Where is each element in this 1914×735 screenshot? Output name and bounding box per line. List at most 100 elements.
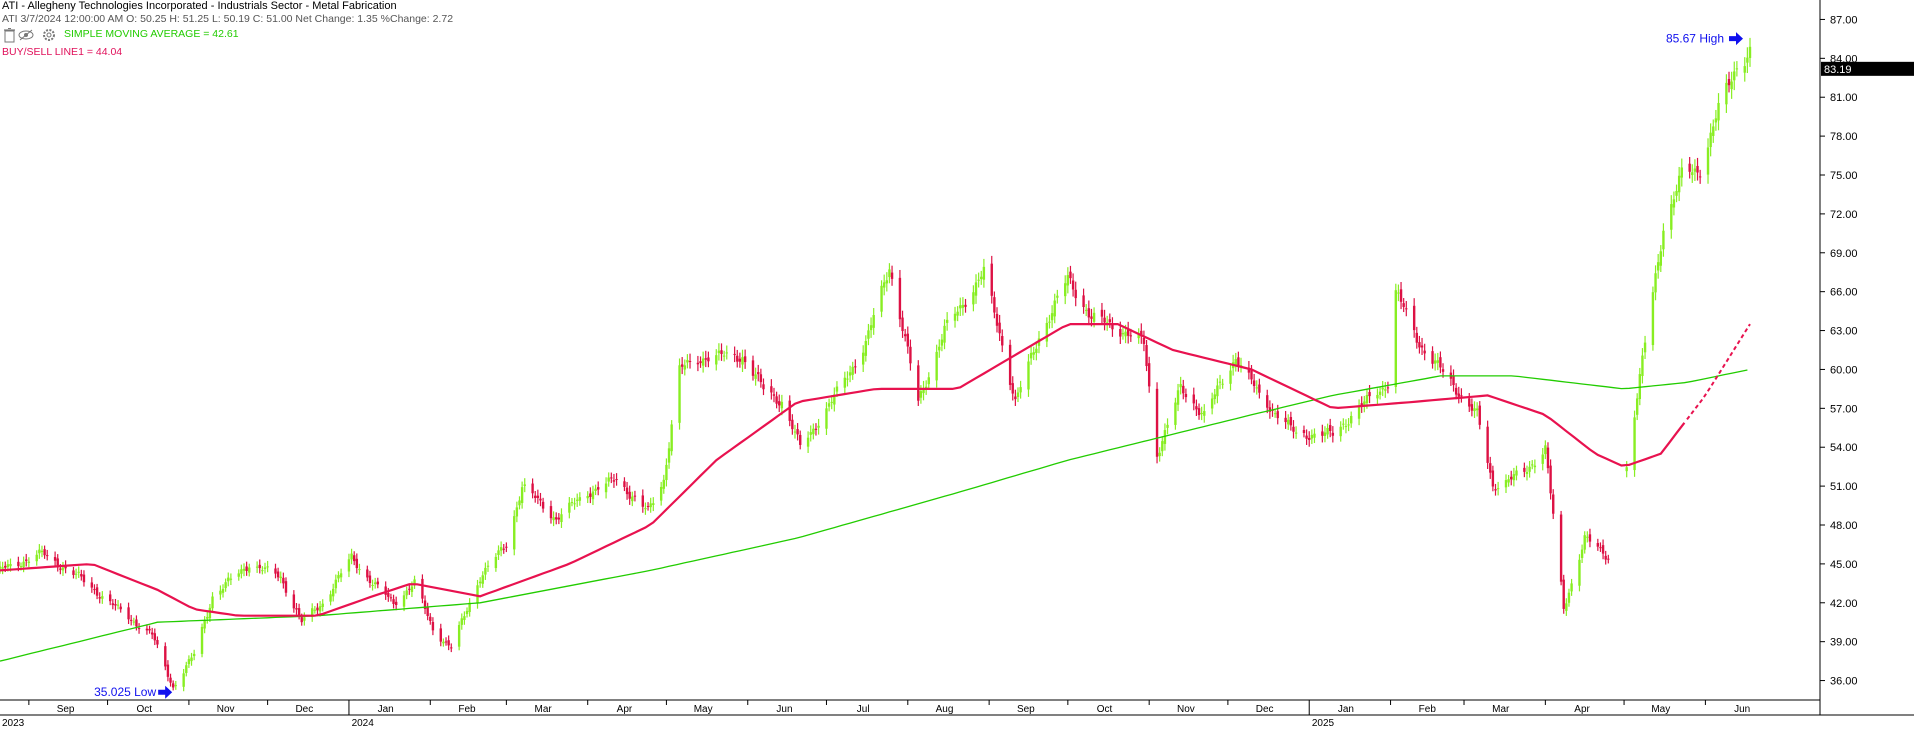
candle-body bbox=[111, 603, 115, 606]
candle-body bbox=[1688, 163, 1691, 172]
candle-body bbox=[793, 431, 797, 433]
candle-body bbox=[751, 360, 755, 376]
candle-body bbox=[1743, 66, 1746, 73]
candle-body bbox=[814, 428, 818, 430]
candle-body bbox=[25, 559, 28, 561]
candle-body bbox=[924, 386, 928, 389]
candle-body bbox=[612, 480, 616, 482]
candle-body bbox=[762, 384, 765, 390]
candle-body bbox=[775, 396, 778, 404]
candle-body bbox=[1583, 535, 1586, 550]
price-tick-label: 51.00 bbox=[1830, 481, 1858, 493]
candle-body bbox=[586, 495, 589, 499]
candle-body bbox=[108, 594, 112, 602]
candle-body bbox=[505, 546, 508, 548]
candle-body bbox=[245, 566, 248, 571]
candle-body bbox=[772, 394, 776, 396]
month-label: Mar bbox=[534, 704, 552, 715]
year-label: 2024 bbox=[352, 718, 375, 729]
candle-body bbox=[502, 548, 505, 550]
candle-body bbox=[604, 483, 608, 493]
candle-body bbox=[1607, 558, 1610, 560]
candle-body bbox=[1625, 467, 1628, 472]
candle-body bbox=[961, 304, 965, 308]
chart-title: ATI - Allegheny Technologies Incorporate… bbox=[2, 0, 397, 12]
candle-body bbox=[1050, 313, 1054, 321]
candle-body bbox=[1397, 292, 1400, 294]
candle-body bbox=[1376, 394, 1379, 399]
price-tick-label: 48.00 bbox=[1830, 520, 1858, 532]
candle-body bbox=[303, 617, 306, 621]
arrow-shape bbox=[158, 685, 173, 699]
candle-body bbox=[1268, 407, 1272, 412]
candle-body bbox=[940, 339, 944, 346]
candle-body bbox=[830, 401, 833, 403]
candle-body bbox=[77, 571, 80, 573]
candle-body bbox=[200, 626, 204, 654]
candle-body bbox=[219, 590, 222, 595]
candle-body bbox=[339, 573, 343, 578]
candle-body bbox=[444, 641, 448, 643]
candle-body bbox=[1342, 423, 1345, 425]
candle-body bbox=[1258, 384, 1261, 393]
candle-body bbox=[61, 567, 65, 571]
trash-icon[interactable] bbox=[4, 28, 15, 43]
candle-body bbox=[221, 588, 225, 593]
candle-body bbox=[885, 280, 889, 284]
candle-body bbox=[337, 575, 340, 579]
candle-body bbox=[846, 378, 849, 380]
candle-body bbox=[1184, 393, 1188, 398]
candle-body bbox=[164, 646, 167, 667]
candle-body bbox=[1192, 394, 1195, 404]
candle-body bbox=[1331, 432, 1335, 436]
candle-body bbox=[1412, 305, 1416, 331]
candle-body bbox=[1693, 168, 1697, 172]
candle-body bbox=[759, 374, 763, 383]
candle-body bbox=[1323, 432, 1327, 437]
candle-body bbox=[1032, 352, 1035, 355]
candle-body bbox=[182, 673, 185, 687]
candle-body bbox=[757, 372, 760, 375]
candle-body bbox=[6, 564, 10, 568]
candle-body bbox=[1111, 324, 1114, 330]
candle-body bbox=[114, 604, 117, 606]
candle-body bbox=[953, 313, 957, 321]
candle-body bbox=[450, 647, 453, 649]
candle-body bbox=[1287, 419, 1290, 425]
candle-body bbox=[552, 517, 555, 521]
candle-body bbox=[1276, 411, 1279, 419]
gear-icon[interactable] bbox=[43, 29, 55, 41]
candle-body bbox=[513, 516, 516, 550]
candle-body bbox=[1365, 395, 1369, 404]
candle-body bbox=[408, 588, 411, 590]
candle-body bbox=[1029, 352, 1033, 359]
month-label: Jul bbox=[857, 704, 870, 715]
candle-body bbox=[998, 322, 1001, 334]
candle-body bbox=[1733, 71, 1736, 81]
candle-body bbox=[439, 628, 442, 642]
candle-body bbox=[129, 619, 133, 621]
candle-body bbox=[82, 574, 86, 583]
eye-off-icon[interactable] bbox=[18, 29, 34, 41]
candle-body bbox=[995, 313, 999, 326]
candle-body bbox=[990, 263, 993, 296]
candle-body bbox=[1601, 545, 1605, 554]
candle-body bbox=[389, 597, 393, 599]
candle-body bbox=[1706, 147, 1710, 175]
candle-body bbox=[1103, 317, 1106, 323]
candle-body bbox=[518, 500, 521, 506]
candle-body bbox=[447, 640, 450, 646]
month-label: Aug bbox=[936, 704, 954, 715]
candle-body bbox=[156, 639, 159, 645]
candle-body bbox=[263, 567, 267, 569]
candle-body bbox=[1289, 417, 1293, 426]
candle-body bbox=[898, 277, 902, 320]
candle-body bbox=[1675, 190, 1678, 196]
last-price-marker bbox=[1821, 61, 1914, 76]
candle-body bbox=[332, 588, 335, 597]
candle-body bbox=[1507, 479, 1510, 483]
price-tick-label: 57.00 bbox=[1830, 403, 1858, 415]
candle-body bbox=[431, 621, 435, 631]
